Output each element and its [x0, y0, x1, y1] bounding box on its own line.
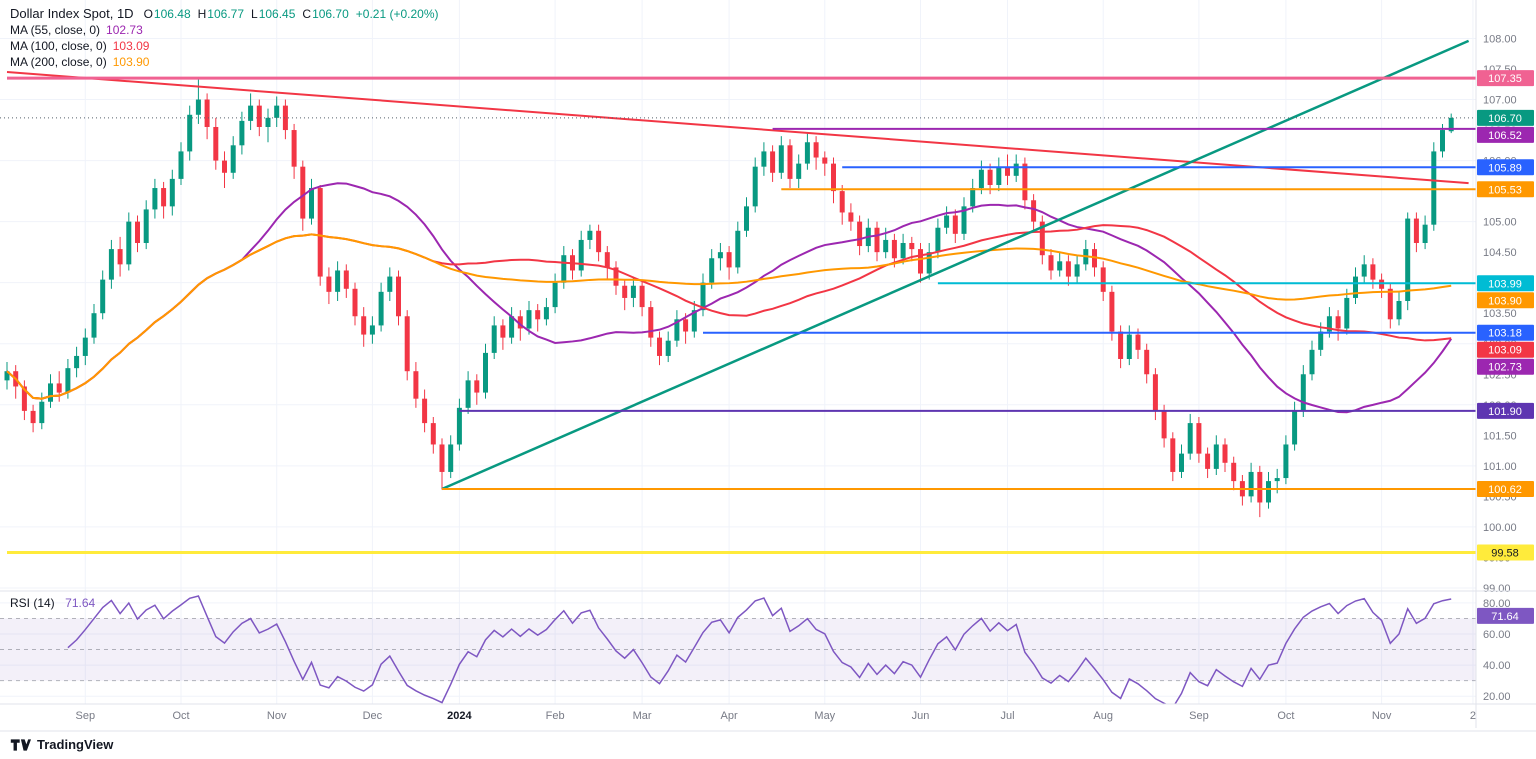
svg-text:Oct: Oct — [1277, 710, 1294, 722]
footer: TradingView — [10, 737, 113, 752]
high-value: 106.77 — [207, 7, 244, 21]
svg-text:Apr: Apr — [721, 710, 738, 722]
ma-55-line[interactable] — [6, 182, 1453, 414]
svg-text:106.70: 106.70 — [1488, 113, 1522, 125]
svg-text:Aug: Aug — [1093, 710, 1113, 722]
svg-text:106.52: 106.52 — [1488, 130, 1522, 142]
price-badges: 107.35 106.70 106.52 105.89 105.53 103.99 103.… — [1477, 70, 1534, 624]
svg-text:99.58: 99.58 — [1491, 548, 1519, 560]
ma-200-legend-row[interactable]: MA (200, close, 0) 103.90 — [10, 54, 446, 70]
svg-text:103.18: 103.18 — [1488, 328, 1522, 340]
svg-text:2: 2 — [1470, 710, 1476, 722]
svg-text:71.64: 71.64 — [1491, 611, 1519, 623]
svg-text:20.00: 20.00 — [1483, 691, 1511, 703]
ma-200-label: MA (200, close, 0) — [10, 55, 107, 69]
descending-resistance-line[interactable] — [6, 71, 1469, 185]
grid-lines — [0, 0, 1476, 704]
svg-text:105.00: 105.00 — [1483, 217, 1517, 229]
close-value: 106.70 — [312, 7, 349, 21]
svg-text:103.90: 103.90 — [1488, 295, 1522, 307]
svg-text:103.99: 103.99 — [1488, 278, 1522, 290]
open-label: O — [143, 7, 153, 21]
svg-text:Feb: Feb — [546, 710, 565, 722]
ascending-support-line[interactable] — [441, 39, 1470, 491]
ma-55-value: 102.73 — [106, 23, 143, 37]
low-label: L — [251, 7, 258, 21]
svg-text:104.50: 104.50 — [1483, 247, 1517, 259]
svg-text:99.00: 99.00 — [1483, 583, 1511, 595]
ma-55-label: MA (55, close, 0) — [10, 23, 101, 37]
svg-text:Jun: Jun — [912, 710, 930, 722]
ma-100-legend-row[interactable]: MA (100, close, 0) 103.09 — [10, 38, 446, 54]
svg-text:105.89: 105.89 — [1488, 162, 1522, 174]
svg-text:107.35: 107.35 — [1488, 73, 1522, 85]
svg-text:101.00: 101.00 — [1483, 461, 1517, 473]
svg-text:103.50: 103.50 — [1483, 308, 1517, 320]
svg-text:60.00: 60.00 — [1483, 629, 1511, 641]
ma-200-value: 103.90 — [112, 55, 150, 69]
svg-text:Oct: Oct — [172, 710, 189, 722]
chart-legend: Dollar Index Spot, 1D O106.48 H106.77 L1… — [10, 6, 446, 70]
svg-text:80.00: 80.00 — [1483, 598, 1511, 610]
symbol-title[interactable]: Dollar Index Spot, 1D — [10, 6, 134, 21]
svg-text:105.53: 105.53 — [1488, 184, 1522, 196]
rsi-value: 71.64 — [65, 596, 96, 610]
svg-text:Mar: Mar — [633, 710, 652, 722]
svg-text:100.62: 100.62 — [1488, 484, 1522, 496]
svg-text:Nov: Nov — [1372, 710, 1392, 722]
ma-100-value: 103.09 — [112, 39, 150, 53]
high-label: H — [197, 7, 207, 21]
rsi-line[interactable] — [67, 595, 1452, 708]
svg-text:101.50: 101.50 — [1483, 430, 1517, 442]
svg-text:2024: 2024 — [447, 710, 472, 722]
rsi-badge — [1477, 607, 1534, 624]
symbol-info-row[interactable]: Dollar Index Spot, 1D O106.48 H106.77 L1… — [10, 6, 446, 22]
tradingview-logo-icon[interactable] — [10, 738, 31, 752]
low-value: 106.45 — [258, 7, 296, 21]
ma-100-label: MA (100, close, 0) — [10, 39, 107, 53]
time-axis[interactable]: Sep Oct Nov Dec 2024 Feb Mar Apr May Jun Jul Aug Sep… — [76, 710, 1477, 722]
rsi-label: RSI (14) — [10, 596, 55, 610]
svg-text:Sep: Sep — [76, 710, 96, 722]
svg-text:Sep: Sep — [1189, 710, 1209, 722]
svg-text:102.73: 102.73 — [1488, 362, 1522, 374]
candles — [4, 78, 1454, 518]
tradingview-brand[interactable]: TradingView — [37, 737, 114, 752]
rsi-legend-row[interactable]: RSI (14) 71.64 — [10, 595, 95, 610]
svg-text:101.90: 101.90 — [1488, 406, 1522, 418]
svg-text:100.00: 100.00 — [1483, 522, 1517, 534]
ma-55-legend-row[interactable]: MA (55, close, 0) 102.73 — [10, 22, 446, 38]
svg-text:107.00: 107.00 — [1483, 95, 1517, 107]
svg-text:Nov: Nov — [267, 710, 287, 722]
svg-text:40.00: 40.00 — [1483, 660, 1511, 672]
svg-text:May: May — [814, 710, 835, 722]
svg-text:Jul: Jul — [1000, 710, 1014, 722]
ma-200-line[interactable] — [6, 233, 1452, 400]
close-label: C — [302, 7, 312, 21]
open-value: 106.48 — [153, 7, 191, 21]
svg-text:103.09: 103.09 — [1488, 345, 1522, 357]
change-value: +0.21 (+0.20%) — [355, 7, 439, 21]
svg-text:Dec: Dec — [363, 710, 383, 722]
svg-text:108.00: 108.00 — [1483, 33, 1517, 45]
